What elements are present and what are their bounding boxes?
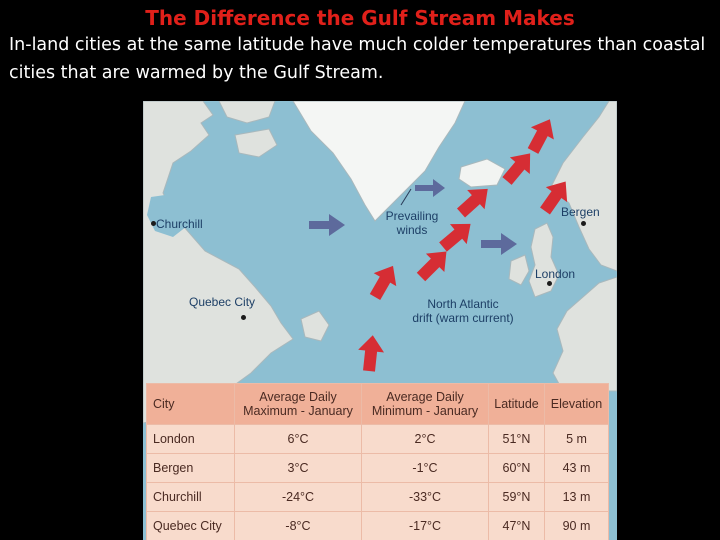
label-quebec-city: Quebec City [189, 295, 256, 309]
label-pointer [400, 188, 412, 206]
label-prevailing-winds: Prevailing winds [377, 209, 447, 237]
label-north-atlantic-drift: North Atlantic drift (warm current) [393, 297, 533, 325]
cell-latitude: 51°N [488, 424, 545, 454]
cell-max: 6°C [234, 424, 362, 454]
label-prevailing-line1: Prevailing [385, 209, 439, 223]
current-arrow [358, 335, 385, 372]
cell-elevation: 43 m [544, 453, 609, 483]
wind-arrow [309, 214, 345, 236]
cell-city: London [146, 424, 235, 454]
cell-elevation: 90 m [544, 511, 609, 540]
city-dot-quebec [241, 315, 246, 320]
slide-title: The Difference the Gulf Stream Makes [145, 6, 575, 30]
header-latitude: Latitude [488, 383, 545, 425]
cell-min: -33°C [361, 482, 489, 512]
cell-latitude: 60°N [488, 453, 545, 483]
city-dot-bergen [581, 221, 586, 226]
cell-city: Quebec City [146, 511, 235, 540]
cell-latitude: 47°N [488, 511, 545, 540]
current-arrow [369, 265, 397, 300]
current-arrow [416, 251, 447, 282]
cell-min: -17°C [361, 511, 489, 540]
label-prevailing-line2: winds [396, 223, 428, 237]
label-churchill: Churchill [156, 217, 203, 231]
current-arrow [502, 153, 531, 185]
city-dot-churchill [151, 221, 156, 226]
current-arrow [456, 188, 488, 218]
climate-table: City Average Daily Maximum - January Ave… [146, 383, 609, 540]
cell-max: -24°C [234, 482, 362, 512]
cell-max: 3°C [234, 453, 362, 483]
header-max-january: Average Daily Maximum - January [234, 383, 362, 425]
table-row: London 6°C 2°C 51°N 5 m [146, 424, 609, 454]
gulf-stream-figure: Churchill Quebec City Bergen London Prev… [143, 101, 617, 540]
wind-arrow [481, 233, 517, 255]
cell-min: -1°C [361, 453, 489, 483]
city-dot-london [547, 281, 552, 286]
table-header-row: City Average Daily Maximum - January Ave… [146, 383, 609, 425]
ireland [508, 254, 530, 286]
current-arrow [540, 181, 568, 215]
cell-latitude: 59°N [488, 482, 545, 512]
table-row: Quebec City -8°C -17°C 47°N 90 m [146, 511, 609, 540]
hudson-bay [147, 193, 195, 237]
slide-subtitle: In-land cities at the same latitude have… [9, 35, 706, 83]
current-arrow [527, 119, 554, 154]
arctic-island [234, 128, 278, 158]
greenland [292, 101, 466, 222]
label-london: London [535, 267, 576, 281]
header-min-january: Average Daily Minimum - January [361, 383, 489, 425]
cell-city: Churchill [146, 482, 235, 512]
cell-min: 2°C [361, 424, 489, 454]
iceland [458, 158, 506, 188]
arctic-island [218, 101, 276, 124]
wind-arrow [415, 179, 445, 197]
label-drift-line1: North Atlantic [427, 297, 499, 311]
cell-city: Bergen [146, 453, 235, 483]
table-row: Bergen 3°C -1°C 60°N 43 m [146, 453, 609, 483]
header-elevation: Elevation [544, 383, 609, 425]
great-britain [528, 222, 560, 298]
header-city: City [146, 383, 235, 425]
label-drift-line2: drift (warm current) [412, 311, 514, 325]
cell-max: -8°C [234, 511, 362, 540]
table-row: Churchill -24°C -33°C 59°N 13 m [146, 482, 609, 512]
label-bergen: Bergen [561, 205, 600, 219]
cell-elevation: 5 m [544, 424, 609, 454]
newfoundland [300, 310, 330, 342]
cell-elevation: 13 m [544, 482, 609, 512]
current-arrow [439, 223, 471, 252]
